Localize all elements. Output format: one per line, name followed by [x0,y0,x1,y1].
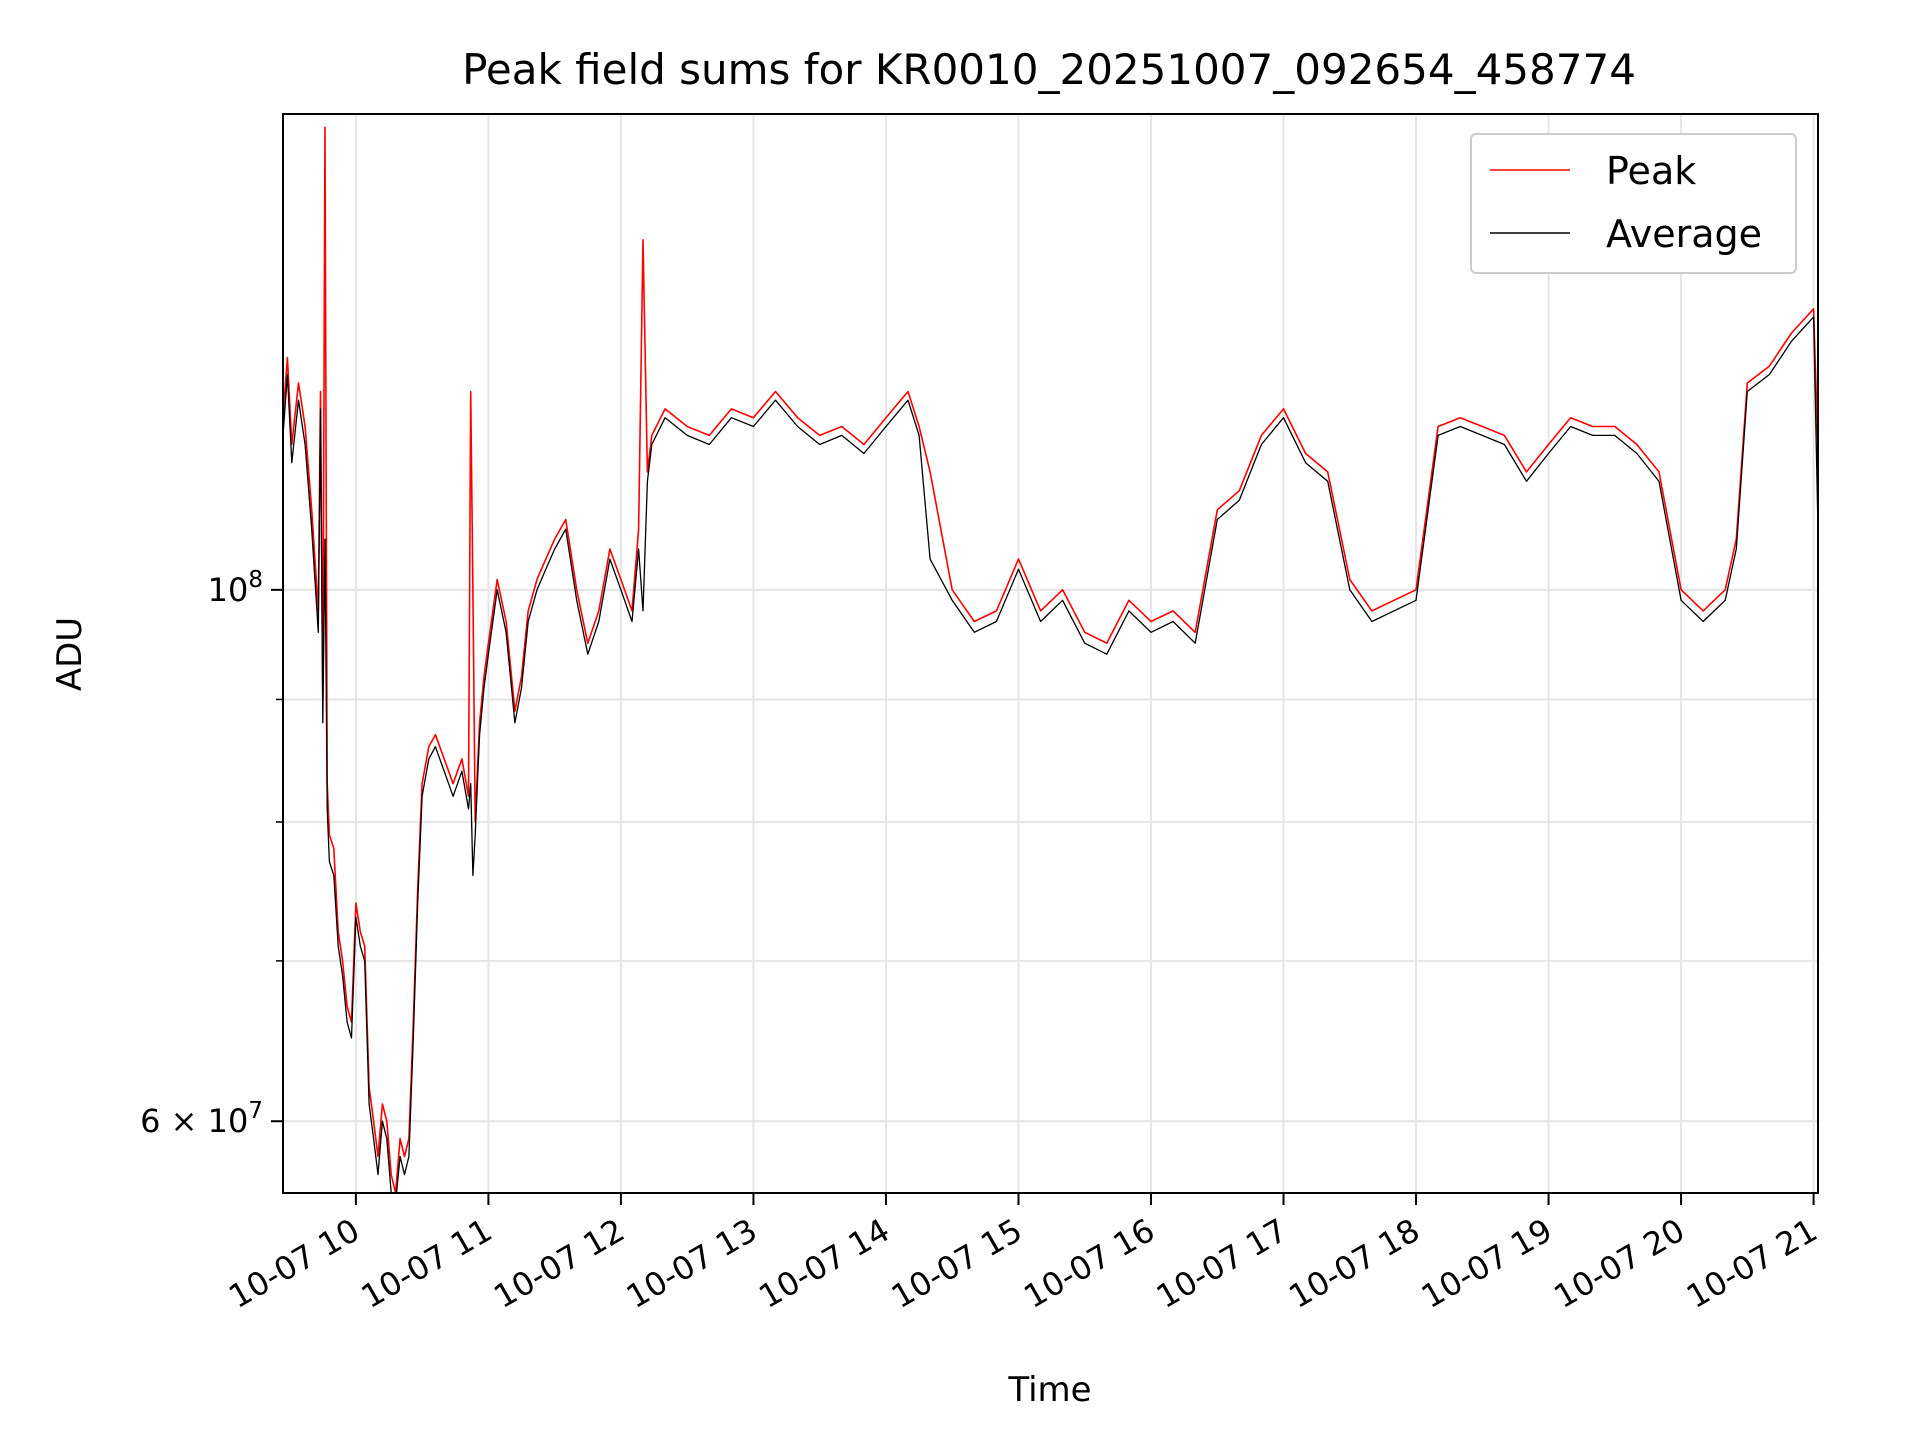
x-tick-label: 10-07 12 [487,1211,631,1316]
legend-box [1470,133,1797,274]
x-tick-label: 10-07 15 [885,1211,1029,1316]
y-tick-label: 6 × 107 [140,1098,263,1140]
x-tick-label: 10-07 16 [1017,1211,1161,1316]
x-tick-label: 10-07 20 [1547,1211,1691,1316]
plot-frame [282,113,1819,1194]
series-layer [283,126,1818,1193]
x-tick-label: 10-07 17 [1150,1211,1294,1316]
chart-title: Peak field sums for KR0010_20251007_0926… [462,45,1636,94]
x-tick-label: 10-07 13 [620,1211,764,1316]
x-axis-label: Time [1007,1370,1091,1410]
x-tick-label: 10-07 21 [1680,1211,1824,1316]
y-tick-label: 108 [208,567,263,609]
x-tick-label: 10-07 14 [752,1211,896,1316]
y-axis-label: ADU [50,617,90,691]
legend-label-average: Average [1606,212,1762,256]
x-tick-label: 10-07 10 [222,1211,366,1316]
series-line-average [283,316,1818,1193]
grid [283,114,1818,1193]
x-tick-label: 10-07 18 [1282,1211,1426,1316]
legend: Peak Average [1470,133,1797,274]
series-line-peak [283,126,1818,1193]
x-tick-label: 10-07 11 [355,1211,499,1316]
legend-label-peak: Peak [1606,149,1696,193]
x-tick-label: 10-07 19 [1415,1211,1559,1316]
